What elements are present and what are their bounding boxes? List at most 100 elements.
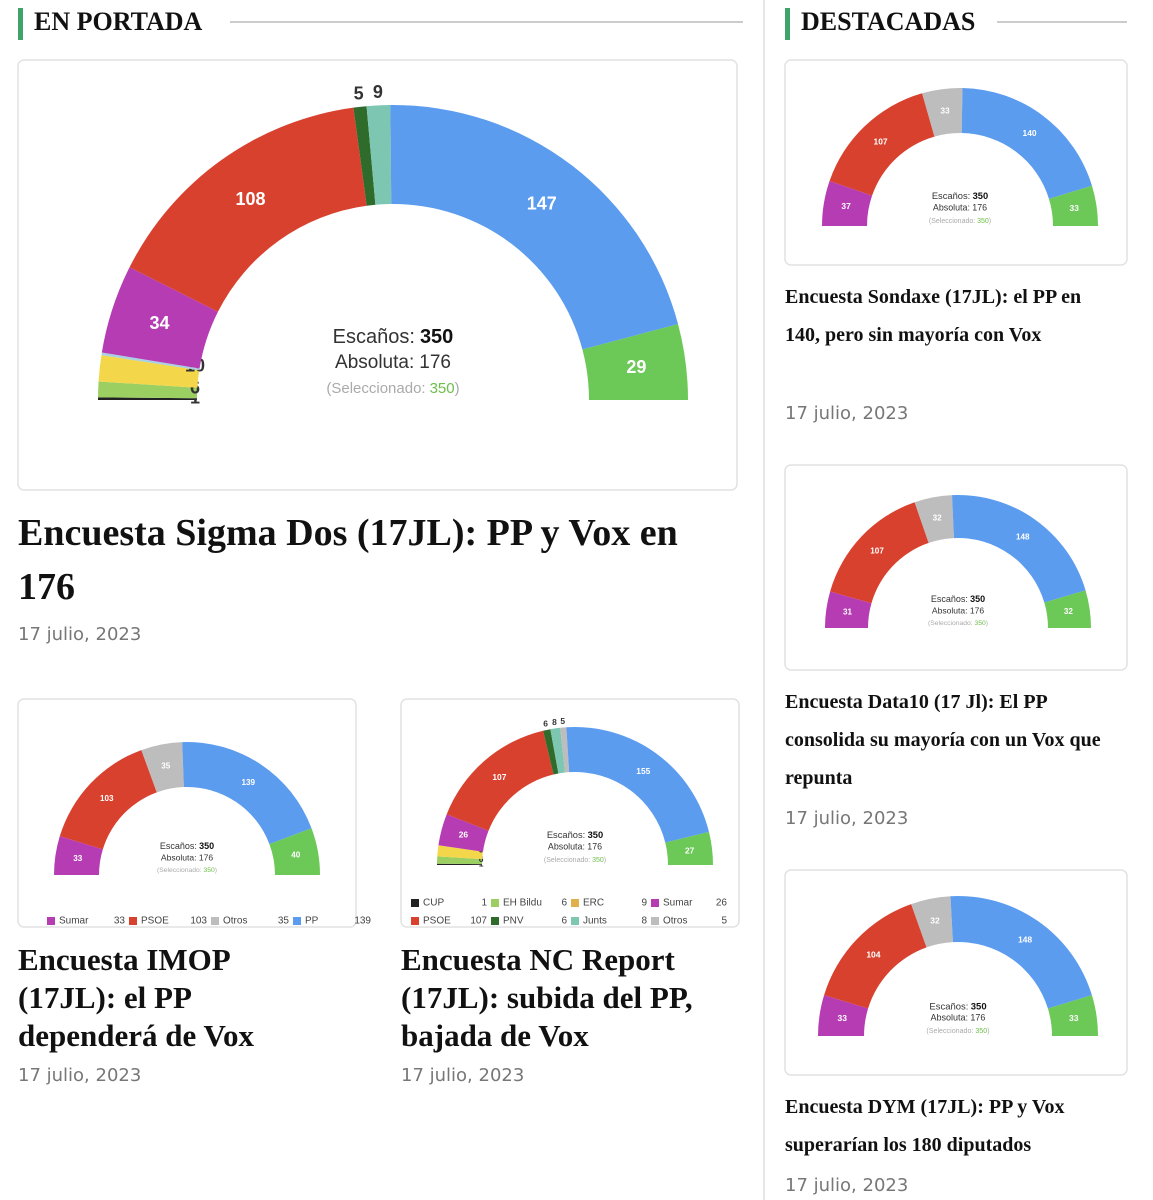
majority-label: Absoluta: [548,842,585,852]
selected: (Seleccionado: 350) [544,857,606,864]
legend-value: 6 [561,916,567,927]
majority-label: Absoluta: [932,606,968,616]
article-title[interactable]: Encuesta DYM (17JL): PP y Vox superarían… [785,1096,1065,1156]
legend-value: 103 [190,916,207,927]
seat-segment [824,904,927,1009]
segment-label: 148 [1016,532,1030,541]
seat-segment [822,181,873,226]
article-title[interactable]: Encuesta Sigma Dos (17JL): PP y Vox en 1… [18,512,678,608]
legend-value: 35 [278,916,290,927]
legend-swatch [411,899,419,907]
seat-segment [54,836,103,875]
seats-label: Escaños: [160,841,197,851]
seat-segment [101,267,218,369]
legend-value: 107 [470,916,487,927]
segment-label: 35 [161,762,171,771]
segment-label: 27 [685,845,695,855]
selected-label: (Seleccionado: [928,620,973,627]
seat-segment [141,742,184,793]
article-date: 17 julio, 2023 [18,624,142,645]
legend-swatch [47,917,55,925]
selected-end: ) [215,867,217,874]
chart-frame[interactable] [17,698,357,928]
segment-label: 33 [838,1013,848,1023]
seats-label: Escaños: [333,326,415,348]
chart-frame[interactable] [784,869,1128,1076]
legend-name: Otros [663,916,687,927]
seat-segment [59,750,157,850]
chart-frame[interactable] [784,59,1128,266]
legend-swatch [491,899,499,907]
segment-label: 139 [242,778,256,787]
seat-segment [353,106,376,206]
selected-value: 350 [203,867,215,874]
seat-segment [830,502,929,604]
majority-label: Absoluta: [161,853,197,863]
majority: Absoluta: 176 [335,352,451,373]
selected-label: (Seleccionado: [157,867,202,874]
legend-name: PP [305,916,319,927]
article-title[interactable]: Encuesta NC Report (17JL): subida del PP… [401,942,693,1053]
segment-label: 107 [870,546,884,555]
legend-name: Junts [583,916,607,927]
seat-segment [437,863,483,865]
segment-label: 26 [459,829,469,839]
chart-frame[interactable] [784,464,1128,671]
seat-segment [182,742,312,845]
seat-segment [665,831,713,865]
legend-name: Sumar [59,916,89,927]
article-title[interactable]: Encuesta Sondaxe (17JL): el PP en 140, p… [785,286,1082,346]
segment-label: 107 [874,136,888,146]
article-title[interactable]: Encuesta Data10 (17 Jl): El PP consolida… [785,691,1101,789]
majority-value: 176 [587,842,602,852]
segment-label: 8 [552,717,557,727]
segment-label: 31 [843,608,853,617]
legend-swatch [293,917,301,925]
legend-value: 9 [641,898,647,909]
seats-total: Escaños: 350 [929,1001,986,1012]
selected-end: ) [986,620,988,627]
legend-value: 6 [561,898,567,909]
segment-label: 5 [354,84,364,104]
article-date: 17 julio, 2023 [18,1065,142,1086]
segment-label: 104 [866,949,880,959]
segment-label: 6 [190,378,200,398]
selected: (Seleccionado: 350) [926,1027,989,1035]
legend-name: Sumar [663,898,693,909]
segment-label: 148 [1018,934,1032,944]
legend-name: EH Bildu [503,898,542,909]
majority-value: 176 [970,1013,985,1023]
section-heading: DESTACADAS [801,7,976,36]
legend-swatch [129,917,137,925]
selected-label: (Seleccionado: [929,218,975,225]
seat-segment [914,495,954,543]
legend-value: 26 [716,898,728,909]
seat-segment [129,107,367,312]
seat-segment [952,495,1086,603]
seat-segment [950,896,1092,1009]
selected: (Seleccionado: 350) [929,218,991,225]
selected-end: ) [455,380,460,397]
seat-segment [101,352,200,371]
seat-segment [566,727,709,843]
seat-segment [543,729,559,775]
article-date: 17 julio, 2023 [401,1065,525,1086]
seats-value: 350 [973,191,989,201]
seat-segment [825,591,872,628]
legend-name: Otros [223,916,247,927]
majority-value: 176 [972,203,987,213]
seats-value: 350 [420,326,453,348]
segment-label: 33 [1069,1013,1079,1023]
seat-segment [582,324,688,400]
segment-label: 34 [150,313,170,333]
selected-end: ) [604,857,606,864]
article-date: 17 julio, 2023 [785,1175,909,1196]
seat-segment [366,105,392,205]
seat-segment [98,381,198,399]
selected-label: (Seleccionado: [326,380,425,397]
seat-segment [98,355,200,388]
article-title[interactable]: Encuesta IMOP (17JL): el PP dependerá de… [18,942,254,1053]
segment-label: 103 [100,794,114,803]
